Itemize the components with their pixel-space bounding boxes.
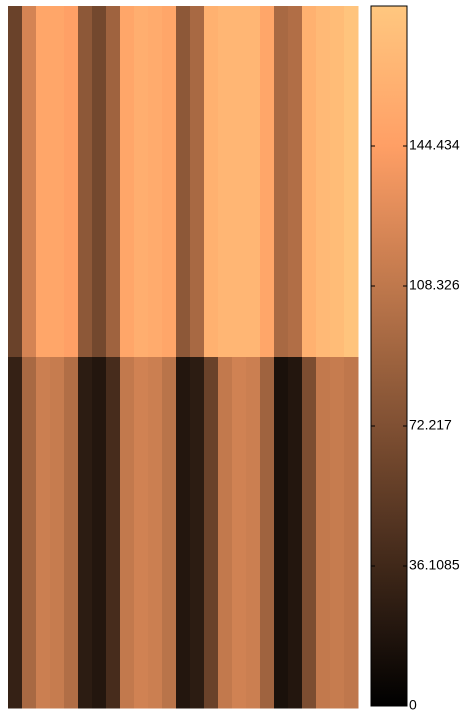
colorbar-tick-label: 144.434 [409,137,460,153]
heatmap-cell [190,6,205,358]
heatmap-cell [148,357,163,709]
colorbar-tick-label: 72.217 [409,417,452,433]
heatmap-cell [246,6,261,358]
heatmap-cell [134,357,149,709]
heatmap-cell [92,357,107,709]
heatmap-cell [22,357,37,709]
heatmap-cell [274,6,289,358]
heatmap-cell [8,357,23,709]
heatmap-cell [162,6,177,358]
heatmap-cell [176,6,191,358]
heatmap-cell [302,6,317,358]
chart: 0 36.1085 72.217 108.326 144.434 [0,0,472,715]
heatmap-cell [232,6,247,358]
heatmap-cell [260,6,275,358]
heatmap-cell [288,357,303,709]
heatmap-cell [92,6,107,358]
heatmap-cell [302,357,317,709]
heatmap-cell [344,357,359,709]
colorbar [371,6,407,706]
heatmap-cell [50,6,65,358]
heatmap-cell [36,6,51,358]
heatmap-cell [106,6,121,358]
heatmap-cell [344,6,359,358]
heatmap-cell [204,357,219,709]
heatmap-cell [330,6,345,358]
heatmap-cell [8,6,23,358]
heatmap-cell [190,357,205,709]
heatmap-cell [22,6,37,358]
heatmap-cell [232,357,247,709]
heatmap-cell [50,357,65,709]
page: {"chart_data": {"type": "heatmap", "valu… [0,0,472,715]
heatmap-cell [36,357,51,709]
heatmap-cell [260,357,275,709]
heatmap-cell [274,357,289,709]
heatmap-cell [330,357,345,709]
heatmap-cell [64,357,79,709]
colorbar-tick-label: 108.326 [409,277,460,293]
heatmap-cell [218,357,233,709]
heatmap-cell [78,6,93,358]
heatmap-cell [218,6,233,358]
heatmap-cell [106,357,121,709]
heatmap-cell [316,6,331,358]
heatmap-cell [162,357,177,709]
colorbar-tick-label: 0 [409,697,417,713]
heatmap-cell [288,6,303,358]
colorbar-tick-label: 36.1085 [409,557,460,573]
heatmap-cell [316,357,331,709]
heatmap-cell [64,6,79,358]
heatmap-cell [246,357,261,709]
heatmap-cell [148,6,163,358]
heatmap-cell [134,6,149,358]
heatmap-cell [120,357,135,709]
heatmap-cell [120,6,135,358]
heatmap-cell [176,357,191,709]
heatmap-cell [78,357,93,709]
heatmap-cell [204,6,219,358]
